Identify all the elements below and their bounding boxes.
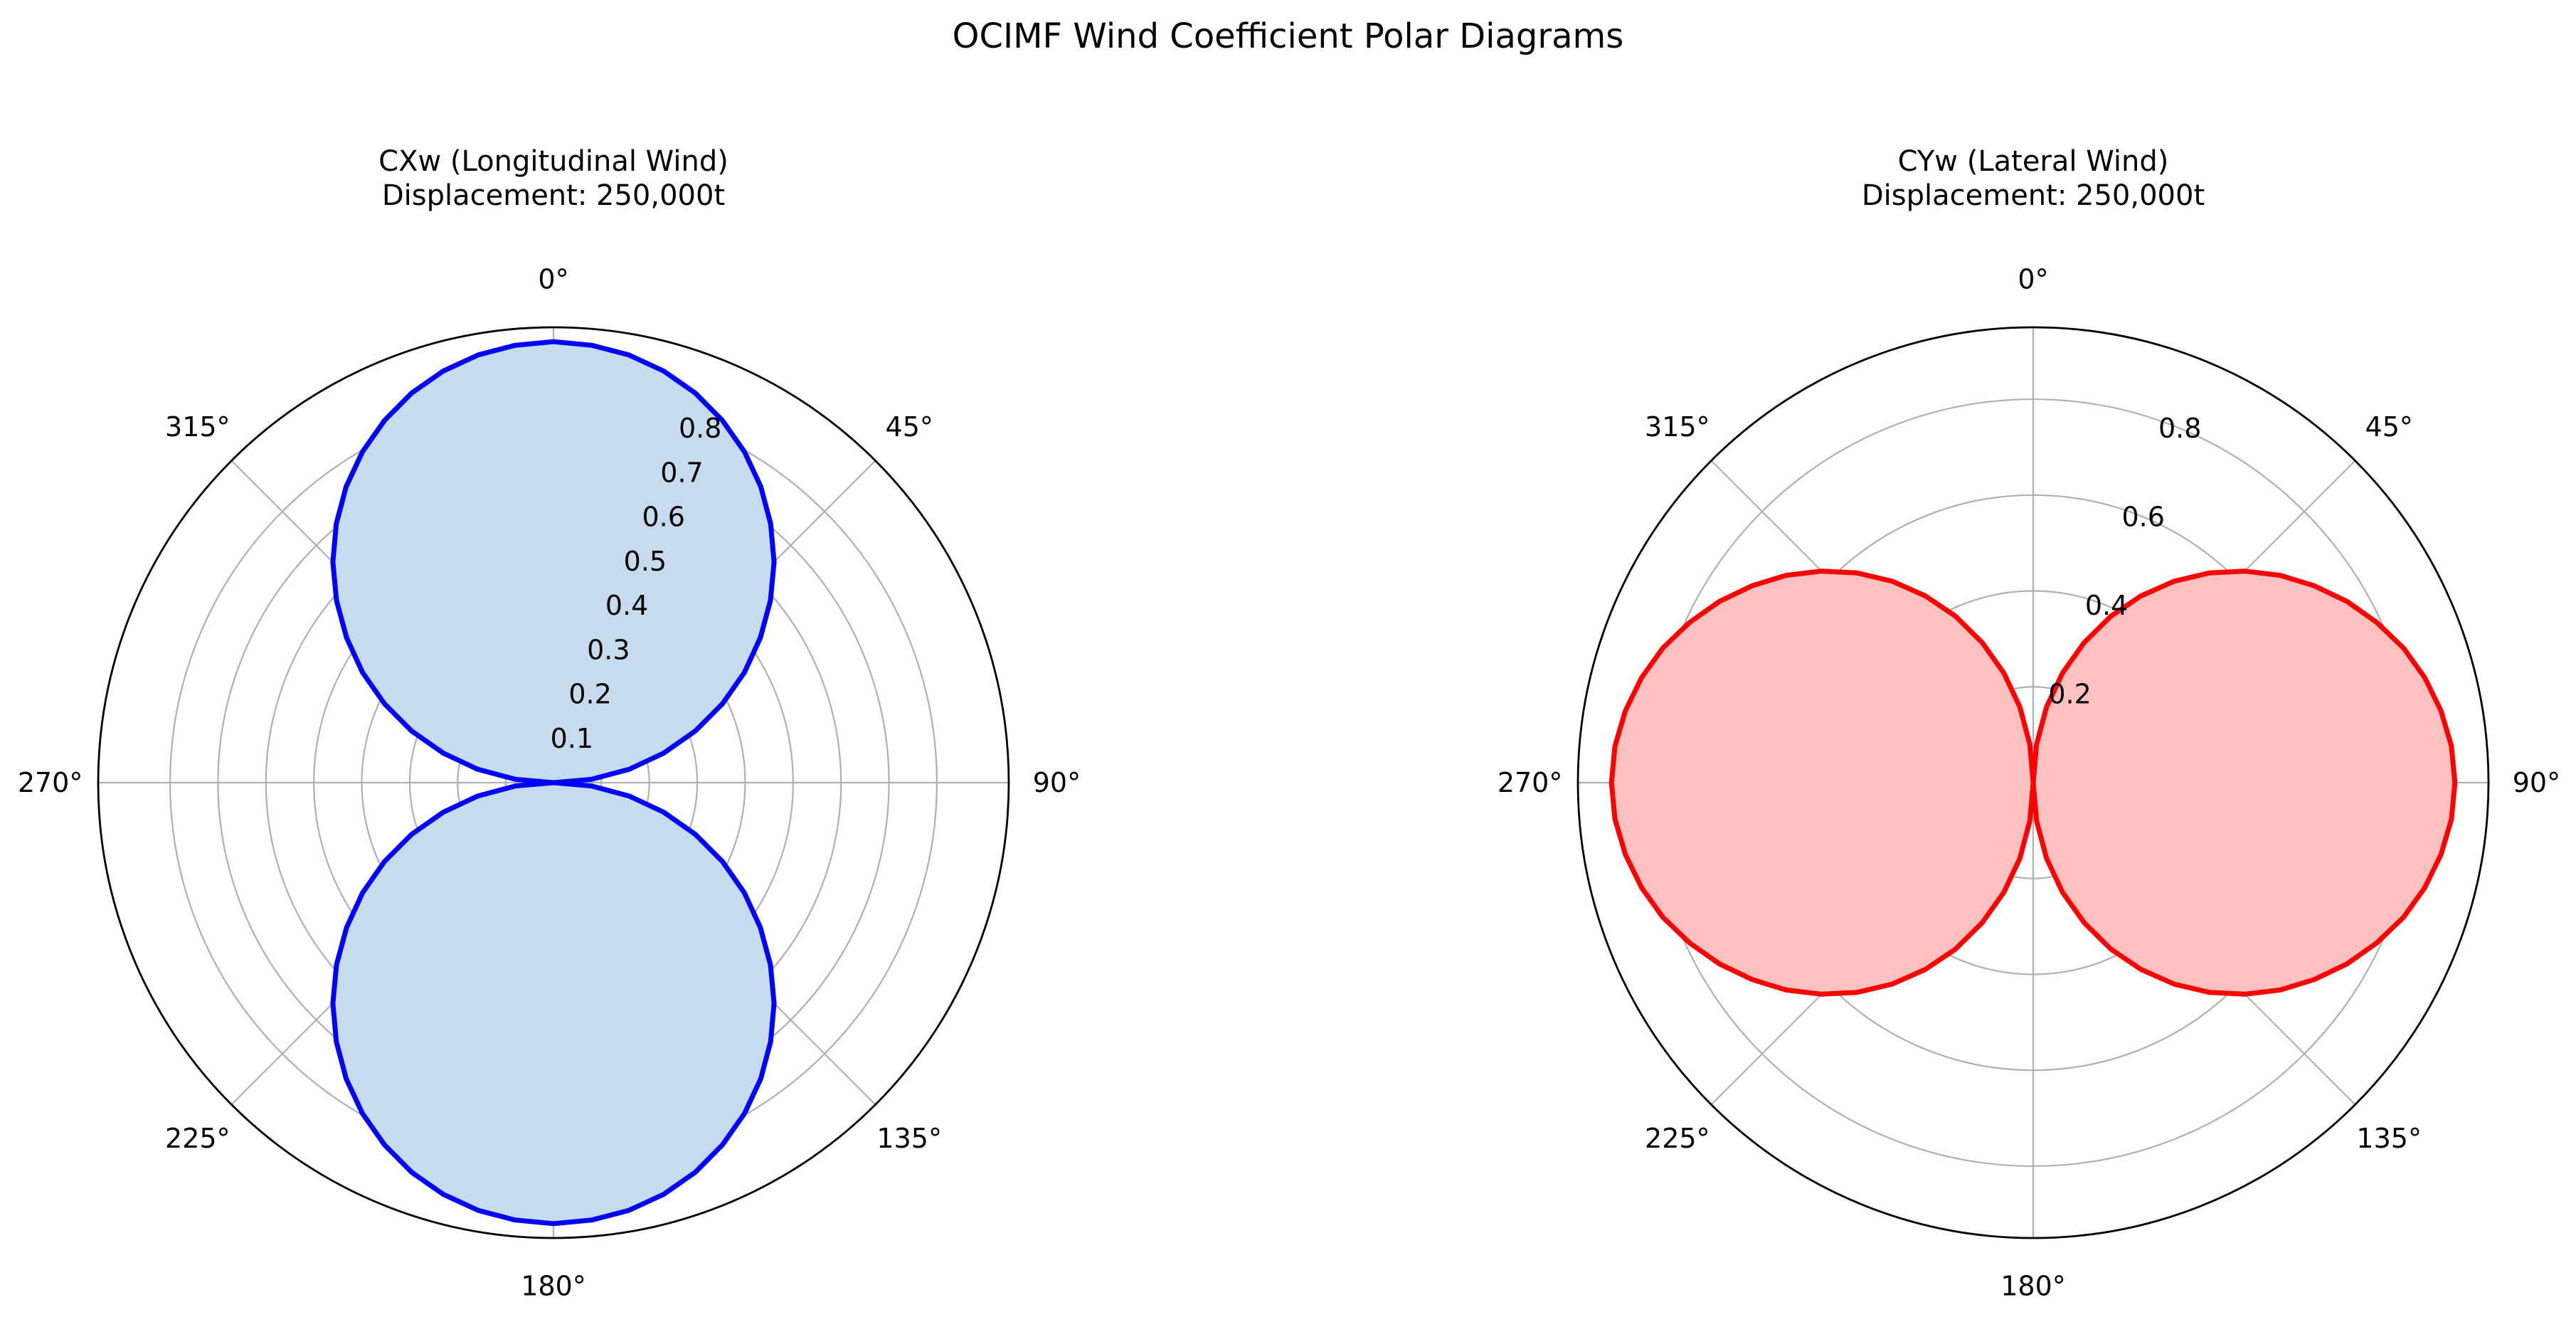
left-panel-title-line2: Displacement: 250,000t	[381, 179, 726, 212]
right-panel-title: CYw (Lateral Wind) Displacement: 250,000…	[1677, 144, 2389, 213]
cxw-theta-tick-label: 90°	[1033, 767, 1081, 798]
cyw-r-tick-label: 0.8	[2158, 413, 2201, 444]
cxw-theta-tick-label: 225°	[165, 1123, 230, 1154]
cxw-r-tick-label: 0.1	[551, 723, 593, 754]
cyw-theta-tick-label: 0°	[2018, 264, 2048, 295]
cxw-polar-frame	[97, 326, 1010, 1239]
cxw-theta-tick-label: 45°	[886, 411, 933, 443]
cxw-r-tick-label: 0.6	[642, 502, 684, 533]
right-panel-title-line1: CYw (Lateral Wind)	[1897, 145, 2169, 178]
cyw-theta-tick-label: 135°	[2356, 1123, 2422, 1154]
cxw-series-fill	[332, 342, 775, 1224]
cxw-theta-tick-label: 0°	[538, 264, 568, 295]
cxw-r-tick-label: 0.3	[587, 634, 630, 665]
cxw-series-line	[330, 339, 777, 1227]
cxw-theta-tick-label: 135°	[876, 1123, 942, 1154]
cyw-polar-frame	[1576, 326, 2490, 1239]
figure-title: OCIMF Wind Coefficient Polar Diagrams	[952, 16, 1624, 56]
cyw-theta-tick-label: 225°	[1645, 1123, 1710, 1154]
cyw-r-tick-label: 0.6	[2121, 502, 2164, 533]
cyw-theta-tick-label: 315°	[1645, 411, 1710, 443]
cxw-polar-chart: 0° 45° 90° 135° 180° 225° 270° 315° 0.1 0.2 0.3 0.4…	[18, 264, 1081, 1302]
left-panel-title: CXw (Longitudinal Wind) Displacement: 25…	[198, 144, 909, 213]
cyw-series-line	[1608, 568, 2458, 997]
cxw-r-tick-label: 0.8	[679, 413, 721, 444]
cxw-r-tick-label: 0.7	[660, 457, 703, 488]
cyw-theta-tick-label: 45°	[2365, 411, 2413, 443]
left-panel-title-line1: CXw (Longitudinal Wind)	[378, 145, 728, 178]
cyw-r-tick-label: 0.4	[2085, 590, 2128, 621]
cyw-theta-tick-label: 270°	[1498, 767, 1563, 798]
cxw-r-tick-label: 0.2	[568, 679, 611, 710]
cyw-theta-tick-label: 90°	[2513, 767, 2560, 798]
cxw-theta-tick-label: 180°	[521, 1270, 586, 1301]
cxw-r-tick-label: 0.5	[624, 546, 667, 577]
cyw-theta-tick-label: 180°	[2000, 1270, 2066, 1301]
right-panel-title-line2: Displacement: 250,000t	[1861, 179, 2205, 212]
cyw-polar-chart: 0° 45° 90° 135° 180° 225° 270° 315° 0.2 0.4 0.6 0.8	[1498, 264, 2560, 1302]
cyw-r-tick-label: 0.2	[2048, 679, 2091, 710]
cxw-theta-tick-label: 315°	[165, 411, 230, 443]
cxw-r-tick-label: 0.4	[605, 590, 648, 621]
cxw-theta-tick-label: 270°	[18, 767, 83, 798]
